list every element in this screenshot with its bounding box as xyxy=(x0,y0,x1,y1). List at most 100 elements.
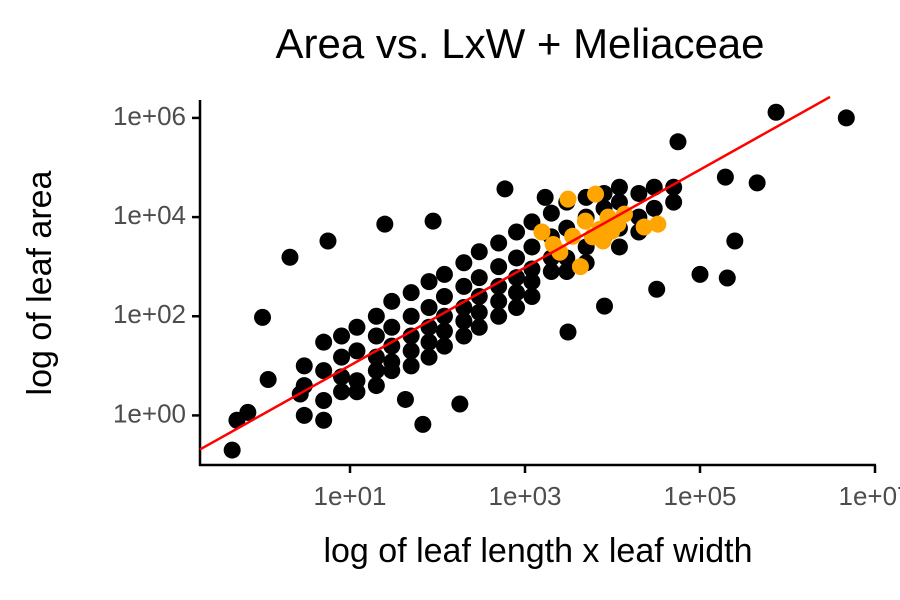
point xyxy=(315,391,333,409)
x-tick-label: 1e+01 xyxy=(313,481,386,511)
point xyxy=(470,243,488,261)
point xyxy=(558,262,576,280)
point xyxy=(630,184,648,202)
point xyxy=(348,383,366,401)
point xyxy=(523,238,541,256)
point xyxy=(490,277,508,295)
point xyxy=(533,223,551,241)
point xyxy=(383,362,401,380)
point xyxy=(576,212,594,230)
point xyxy=(508,284,526,302)
point xyxy=(587,185,605,203)
point xyxy=(595,297,613,315)
point xyxy=(315,411,333,429)
point xyxy=(315,333,333,351)
fit-line xyxy=(199,95,831,451)
point xyxy=(295,357,313,375)
point xyxy=(470,303,488,321)
x-tick-label: 1e+03 xyxy=(488,481,561,511)
point xyxy=(383,318,401,336)
point xyxy=(665,193,683,211)
point xyxy=(348,318,366,336)
point xyxy=(402,342,420,360)
point xyxy=(348,342,366,360)
y-axis-title: log of leaf area xyxy=(21,170,59,395)
point xyxy=(649,215,667,233)
point xyxy=(424,212,442,230)
point xyxy=(455,312,473,330)
point xyxy=(559,190,577,208)
point xyxy=(718,269,736,287)
point xyxy=(319,232,337,250)
point xyxy=(402,284,420,302)
point xyxy=(451,395,469,413)
point xyxy=(376,215,394,233)
point xyxy=(435,337,453,355)
point xyxy=(455,254,473,272)
point xyxy=(333,348,351,366)
y-tick-label: 1e+00 xyxy=(113,398,186,428)
point xyxy=(396,390,414,408)
point xyxy=(259,371,277,389)
x-tick-label: 1e+05 xyxy=(663,481,736,511)
point xyxy=(315,362,333,380)
point xyxy=(420,273,438,291)
point xyxy=(420,333,438,351)
point xyxy=(470,288,488,306)
point xyxy=(490,234,508,252)
point xyxy=(420,348,438,366)
point xyxy=(536,188,554,206)
point xyxy=(610,238,628,256)
point xyxy=(333,327,351,345)
point xyxy=(691,265,709,283)
point xyxy=(254,308,272,326)
y-tick-label: 1e+04 xyxy=(113,200,186,230)
point xyxy=(295,406,313,424)
y-tick-label: 1e+06 xyxy=(113,101,186,131)
point xyxy=(435,307,453,325)
point xyxy=(402,327,420,345)
point xyxy=(367,327,385,345)
point xyxy=(559,323,577,341)
x-tick-label: 1e+07 xyxy=(838,481,900,511)
point xyxy=(490,292,508,310)
point xyxy=(367,307,385,325)
point xyxy=(455,277,473,295)
point xyxy=(383,292,401,310)
point xyxy=(748,174,766,192)
point xyxy=(435,288,453,306)
point xyxy=(420,299,438,317)
point xyxy=(508,249,526,267)
point xyxy=(645,199,663,217)
point xyxy=(367,377,385,395)
point xyxy=(726,232,744,250)
point xyxy=(435,265,453,283)
point xyxy=(333,383,351,401)
point xyxy=(367,362,385,380)
point xyxy=(610,178,628,196)
point xyxy=(523,273,541,291)
point xyxy=(470,269,488,287)
point xyxy=(281,248,299,266)
point xyxy=(455,327,473,345)
point xyxy=(508,299,526,317)
point xyxy=(223,441,241,459)
point xyxy=(767,103,785,121)
point xyxy=(716,168,734,186)
point xyxy=(551,243,569,261)
point xyxy=(414,415,432,433)
chart-title: Area vs. LxW + Meliaceae xyxy=(275,20,764,67)
point xyxy=(648,280,666,298)
point xyxy=(496,180,514,198)
point xyxy=(402,307,420,325)
point xyxy=(837,109,855,127)
point xyxy=(470,318,488,336)
point xyxy=(508,223,526,241)
point xyxy=(490,307,508,325)
point xyxy=(669,133,687,151)
point xyxy=(383,337,401,355)
point xyxy=(564,227,582,245)
point xyxy=(571,258,589,276)
point xyxy=(239,403,257,421)
